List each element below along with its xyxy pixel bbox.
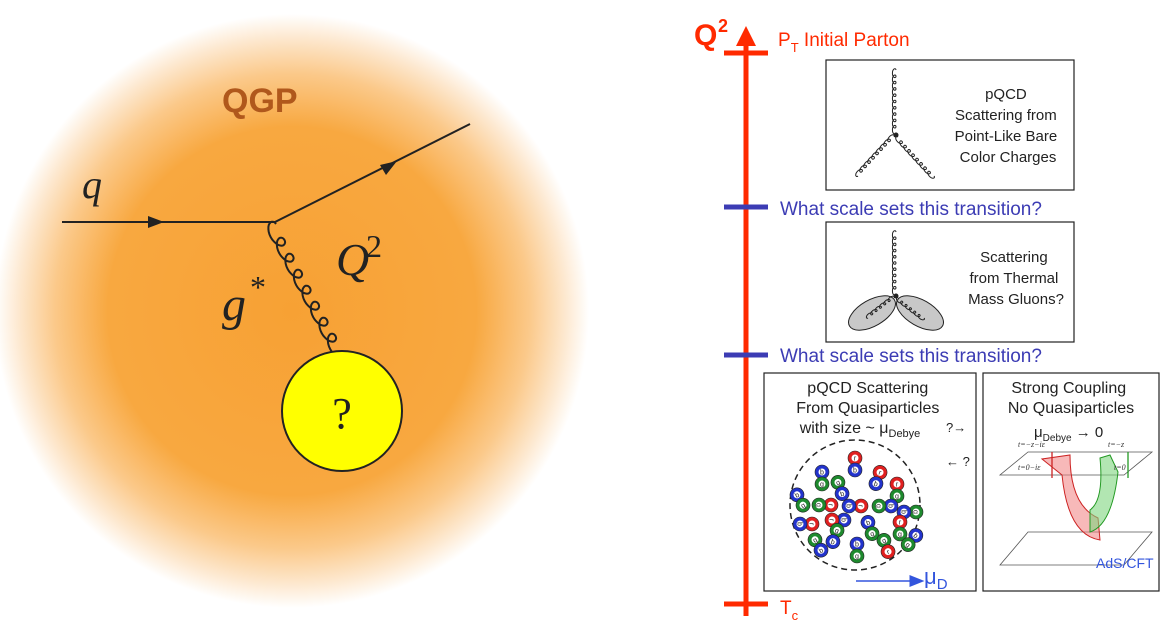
q2-axis-label: Q bbox=[694, 19, 717, 52]
eq-mid-right: t=0 bbox=[1114, 463, 1126, 472]
quasiparticle-color-label: b bbox=[853, 468, 857, 475]
tc-label: Tc bbox=[780, 598, 799, 622]
quasiparticle-color-label: b bbox=[855, 542, 859, 549]
quasiparticle-color-label: b bbox=[887, 504, 894, 508]
quasiparticle-color-label: g bbox=[855, 554, 859, 561]
qgp-scattering-diagram: QGP q g * Q 2 ? bbox=[0, 14, 589, 608]
quasiparticle-color-label: b bbox=[900, 510, 907, 514]
quasiparticle-color-label: b bbox=[796, 522, 803, 526]
quasiparticle-color-label: g bbox=[895, 494, 899, 501]
quasiparticle-color-label: b bbox=[840, 518, 847, 522]
eq-mid-left: t=0−iε bbox=[1018, 463, 1041, 472]
transition-question-2: What scale sets this transition? bbox=[780, 346, 1042, 367]
quasiparticle-color-label: g bbox=[912, 510, 919, 514]
strong-coupling-box: Strong Coupling No Quasiparticles μDebye… bbox=[983, 373, 1159, 591]
scale-axis-diagram: Q 2 PT Initial Parton Tc What scale sets… bbox=[694, 16, 1159, 622]
q2-axis-superscript: 2 bbox=[718, 16, 728, 36]
arrow-to-quasiparticles: ← ? bbox=[946, 454, 970, 469]
quasiparticle-color-label: g bbox=[898, 532, 902, 539]
quasiparticle-box: pQCD Scattering From Quasiparticles with… bbox=[764, 373, 976, 593]
pqcd-point-like-box: pQCD Scattering from Point-Like Bare Col… bbox=[826, 60, 1074, 190]
arrow-to-strong-coupling: ?→ bbox=[946, 420, 966, 435]
momentum-label: Q bbox=[336, 234, 369, 285]
unknown-target-label: ? bbox=[332, 389, 352, 438]
transition-question-1: What scale sets this transition? bbox=[780, 199, 1042, 220]
box2-text: Scattering from Thermal Mass Gluons? bbox=[968, 249, 1064, 308]
quasiparticle-color-label: g bbox=[875, 504, 882, 508]
gluon-superscript: * bbox=[250, 269, 266, 305]
eq-top-left: t=−z−iε bbox=[1018, 440, 1046, 449]
eq-top-right: t=−z bbox=[1108, 440, 1125, 449]
quark-label: q bbox=[82, 162, 102, 207]
quasiparticle-color-label: g bbox=[815, 503, 822, 507]
q2-axis-arrowhead bbox=[736, 26, 756, 46]
ads-cft-label: AdS/CFT bbox=[1096, 555, 1154, 571]
thermal-mass-gluon-box: Scattering from Thermal Mass Gluons? bbox=[826, 222, 1074, 342]
quasiparticle-color-label: b bbox=[820, 470, 824, 477]
quasiparticle-color-label: g bbox=[820, 482, 824, 489]
momentum-superscript: 2 bbox=[366, 228, 382, 264]
gluon-label: g bbox=[222, 278, 246, 331]
initial-parton-label: PT Initial Parton bbox=[778, 30, 910, 55]
qgp-label: QGP bbox=[222, 82, 298, 120]
quasiparticle-color-label: b bbox=[845, 504, 852, 508]
